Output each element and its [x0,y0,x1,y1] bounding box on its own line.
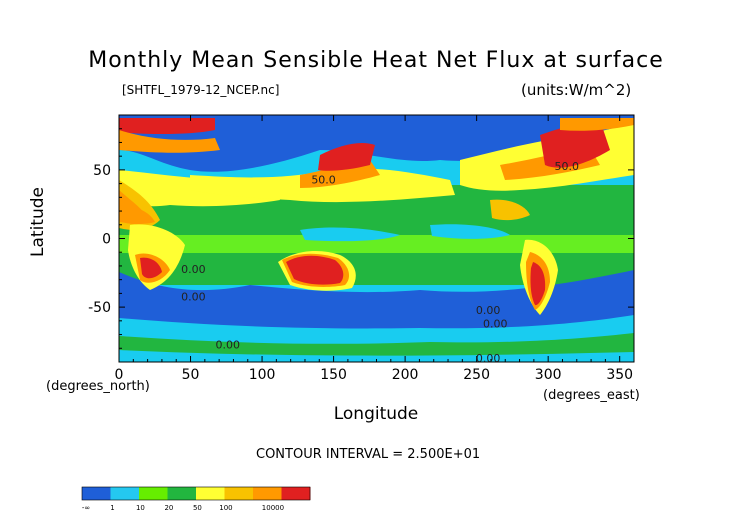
colorbar-swatch [281,487,311,500]
x-tick-label: 300 [535,367,562,383]
x-tick-label: 100 [249,367,276,383]
x-tick-label: 50 [182,367,200,383]
contour-label: 50.0 [311,174,336,187]
x-tick-label: 350 [606,367,633,383]
colorbar-label: 10 [136,504,145,512]
colorbar-swatch [224,487,254,500]
units-label: (units:W/m^2) [521,81,632,99]
y-unit-label: (degrees_north) [46,379,150,394]
contour-label: 0.00 [476,352,501,365]
contour-label: 0.00 [483,318,508,331]
chart-title: Monthly Mean Sensible Heat Net Flux at s… [88,48,664,73]
colorbar-label: 10000 [262,504,284,512]
x-tick-label: 250 [463,367,490,383]
contour-label: 0.00 [181,290,206,303]
y-tick-label: 0 [102,232,111,248]
colorbar-swatch [139,487,168,500]
x-tick-label: 200 [392,367,419,383]
y-axis-ticks: 50 0 -50 [88,128,634,349]
x-tick-label: 0 [115,367,124,383]
x-axis-label: Longitude [333,404,419,424]
colorbar-swatch [167,487,197,500]
contour-label: 0.00 [476,304,501,317]
contour-label: 0.00 [215,338,240,351]
colorbar-swatch [196,487,225,500]
colorbar: -∞ 1 10 20 50 100 10000 [81,486,311,512]
colorbar-swatch [110,487,140,500]
x-axis-ticks: 0 50 100 150 200 250 300 350 [115,115,633,383]
contour-interval-label: CONTOUR INTERVAL = 2.500E+01 [256,447,481,462]
colorbar-outline [81,486,311,501]
contour-label: 0.00 [181,263,206,276]
x-unit-label: (degrees_east) [543,388,640,403]
y-tick-label: 50 [93,163,111,179]
contour-labels: 50.050.00.000.000.000.000.000.00 [181,160,579,365]
colorbar-label: -∞ [82,504,90,512]
x-tick-label: 150 [320,367,347,383]
colorbar-swatch [82,487,111,500]
file-label: [SHTFL_1979-12_NCEP.nc] [122,83,280,97]
contour-label: 50.0 [555,160,580,173]
colorbar-label: 100 [219,504,232,512]
colorbar-label: 1 [110,504,114,512]
colorbar-label: 50 [193,504,202,512]
colorbar-label: 20 [164,504,173,512]
colorbar-swatch [253,487,282,500]
flux-field [119,115,634,362]
y-tick-label: -50 [88,300,111,316]
